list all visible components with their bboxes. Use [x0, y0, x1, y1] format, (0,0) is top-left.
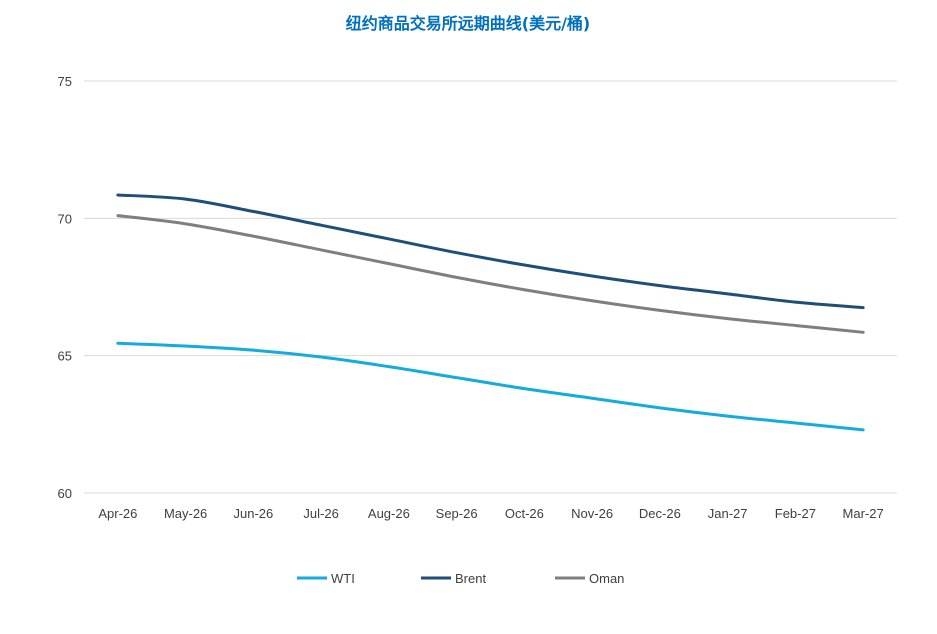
x-tick-label: Oct-26 — [505, 506, 544, 521]
series-lines — [116, 193, 865, 432]
x-tick-label: Apr-26 — [98, 506, 137, 521]
y-tick-label: 70 — [58, 211, 72, 226]
x-tick-label: Aug-26 — [368, 506, 410, 521]
chart-title: 纽约商品交易所远期曲线(美元/桶) — [346, 14, 590, 33]
y-tick-label: 75 — [58, 74, 72, 89]
gridlines — [84, 80, 897, 494]
y-tick-label: 65 — [58, 349, 72, 364]
legend: WTI Brent Oman — [297, 571, 624, 586]
x-tick-label: Jan-27 — [708, 506, 748, 521]
x-tick-label: Nov-26 — [571, 506, 613, 521]
series-line-wti — [116, 341, 865, 432]
x-tick-label: Sep-26 — [436, 506, 478, 521]
x-tick-label: May-26 — [164, 506, 207, 521]
y-tick-label: 60 — [58, 486, 72, 501]
legend-label-brent: Brent — [455, 571, 486, 586]
x-axis-ticks: Apr-26 May-26 Jun-26 Jul-26 Aug-26 Sep-26 Oct-… — [98, 506, 883, 521]
legend-label-oman: Oman — [589, 571, 624, 586]
y-axis-ticks: 60 65 70 75 — [58, 74, 72, 501]
x-tick-label: Feb-27 — [775, 506, 816, 521]
x-tick-label: Dec-26 — [639, 506, 681, 521]
series-line-oman — [116, 214, 865, 334]
x-tick-label: Jul-26 — [303, 506, 338, 521]
series-line-brent — [116, 193, 865, 310]
x-tick-label: Jun-26 — [234, 506, 274, 521]
x-tick-label: Mar-27 — [843, 506, 884, 521]
legend-label-wti: WTI — [331, 571, 355, 586]
